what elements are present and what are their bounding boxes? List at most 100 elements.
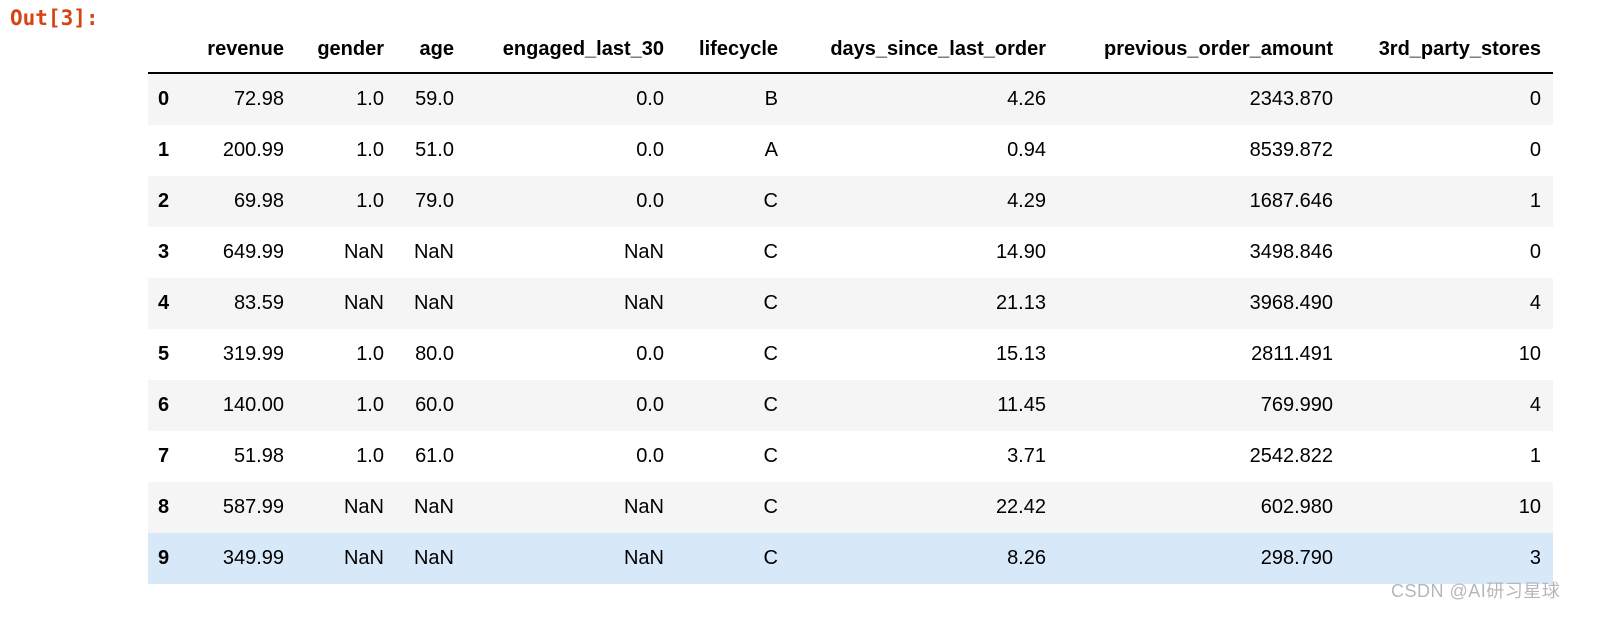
- cell-lifecycle: A: [764, 139, 778, 161]
- cell-age: 51.0: [415, 139, 454, 161]
- cell-days_since_last_order: 8.26: [1007, 547, 1046, 569]
- column-header-engaged-last-30: engaged_last_30: [466, 28, 676, 74]
- cell-age: NaN: [413, 496, 454, 518]
- table-row: 0 72.98 1.0 59.0 0.0 B 4.26 2343.870 0: [148, 73, 1553, 125]
- cell-gender: NaN: [343, 547, 384, 569]
- column-header-previous-order-amount: previous_order_amount: [1058, 28, 1345, 74]
- row-index: 8: [158, 496, 170, 518]
- cell-days_since_last_order: 15.13: [995, 343, 1046, 365]
- row-index: 3: [158, 241, 170, 263]
- cell-days_since_last_order: 3.71: [1007, 445, 1046, 467]
- table-row: 9 349.99 NaN NaN NaN C 8.26 298.790 3: [148, 533, 1553, 584]
- column-header-age: age: [396, 28, 466, 74]
- cell-revenue: 200.99: [222, 139, 284, 161]
- cell-3rd_party_stores: 10: [1518, 496, 1541, 518]
- column-header-3rd-party-stores: 3rd_party_stores: [1345, 28, 1553, 74]
- column-header-days-since-last-order: days_since_last_order: [790, 28, 1058, 74]
- cell-lifecycle: B: [764, 88, 778, 110]
- cell-engaged_last_30: 0.0: [636, 445, 664, 467]
- table-row: 1 200.99 1.0 51.0 0.0 A 0.94 8539.872 0: [148, 125, 1553, 176]
- row-index: 6: [158, 394, 170, 416]
- column-header-revenue: revenue: [192, 28, 296, 74]
- cell-lifecycle: C: [763, 496, 778, 518]
- cell-revenue: 649.99: [222, 241, 284, 263]
- dataframe-table: revenue gender age engaged_last_30 lifec…: [148, 28, 1553, 584]
- cell-revenue: 140.00: [222, 394, 284, 416]
- cell-previous_order_amount: 8539.872: [1249, 139, 1333, 161]
- cell-lifecycle: C: [763, 190, 778, 212]
- cell-lifecycle: C: [763, 445, 778, 467]
- table-row: 4 83.59 NaN NaN NaN C 21.13 3968.490 4: [148, 278, 1553, 329]
- header-row: revenue gender age engaged_last_30 lifec…: [148, 28, 1553, 74]
- cell-gender: NaN: [343, 292, 384, 314]
- cell-days_since_last_order: 4.29: [1007, 190, 1046, 212]
- row-index: 4: [158, 292, 170, 314]
- cell-engaged_last_30: 0.0: [636, 190, 664, 212]
- cell-revenue: 51.98: [233, 445, 284, 467]
- cell-revenue: 83.59: [233, 292, 284, 314]
- cell-lifecycle: C: [763, 241, 778, 263]
- row-index: 7: [158, 445, 170, 467]
- cell-age: 59.0: [415, 88, 454, 110]
- cell-gender: 1.0: [356, 394, 384, 416]
- cell-previous_order_amount: 1687.646: [1249, 190, 1333, 212]
- cell-engaged_last_30: 0.0: [636, 139, 664, 161]
- cell-previous_order_amount: 2811.491: [1251, 343, 1333, 365]
- cell-days_since_last_order: 11.45: [997, 394, 1046, 416]
- cell-lifecycle: C: [763, 343, 778, 365]
- cell-days_since_last_order: 14.90: [995, 241, 1046, 263]
- cell-previous_order_amount: 769.990: [1260, 394, 1333, 416]
- cell-age: 61.0: [415, 445, 454, 467]
- table-header: revenue gender age engaged_last_30 lifec…: [148, 28, 1553, 74]
- cell-3rd_party_stores: 1: [1529, 190, 1541, 212]
- cell-revenue: 69.98: [233, 190, 284, 212]
- table-row: 3 649.99 NaN NaN NaN C 14.90 3498.846 0: [148, 227, 1553, 278]
- cell-revenue: 587.99: [222, 496, 284, 518]
- row-index: 0: [158, 88, 170, 110]
- column-header-lifecycle: lifecycle: [676, 28, 790, 74]
- cell-3rd_party_stores: 4: [1529, 292, 1541, 314]
- cell-gender: NaN: [343, 241, 384, 263]
- cell-previous_order_amount: 3968.490: [1249, 292, 1333, 314]
- cell-age: NaN: [413, 292, 454, 314]
- table-row: 2 69.98 1.0 79.0 0.0 C 4.29 1687.646 1: [148, 176, 1553, 227]
- cell-3rd_party_stores: 4: [1529, 394, 1541, 416]
- cell-days_since_last_order: 0.94: [1007, 139, 1046, 161]
- row-index: 9: [158, 547, 170, 569]
- index-column-header: [148, 28, 192, 74]
- cell-previous_order_amount: 602.980: [1260, 496, 1333, 518]
- watermark: CSDN @AI研习星球: [1391, 581, 1561, 601]
- table-row: 8 587.99 NaN NaN NaN C 22.42 602.980 10: [148, 482, 1553, 533]
- cell-previous_order_amount: 2542.822: [1249, 445, 1333, 467]
- column-header-gender: gender: [296, 28, 396, 74]
- dataframe-output: revenue gender age engaged_last_30 lifec…: [148, 28, 1553, 584]
- row-index: 5: [158, 343, 170, 365]
- table-row: 7 51.98 1.0 61.0 0.0 C 3.71 2542.822 1: [148, 431, 1553, 482]
- cell-lifecycle: C: [763, 547, 778, 569]
- cell-gender: 1.0: [356, 343, 384, 365]
- cell-3rd_party_stores: 10: [1518, 343, 1541, 365]
- table-row: 5 319.99 1.0 80.0 0.0 C 15.13 2811.491 10: [148, 329, 1553, 380]
- output-prompt: Out[3]:: [10, 6, 99, 30]
- cell-gender: 1.0: [356, 445, 384, 467]
- cell-previous_order_amount: 298.790: [1260, 547, 1333, 569]
- table-row: 6 140.00 1.0 60.0 0.0 C 11.45 769.990 4: [148, 380, 1553, 431]
- row-index: 1: [158, 139, 170, 161]
- cell-age: 80.0: [415, 343, 454, 365]
- cell-days_since_last_order: 22.42: [995, 496, 1046, 518]
- table-body: 0 72.98 1.0 59.0 0.0 B 4.26 2343.870 0 1 200.99 1.0…: [148, 73, 1553, 584]
- cell-engaged_last_30: 0.0: [636, 394, 664, 416]
- cell-engaged_last_30: NaN: [623, 547, 664, 569]
- cell-age: 60.0: [415, 394, 454, 416]
- cell-previous_order_amount: 2343.870: [1249, 88, 1333, 110]
- cell-engaged_last_30: NaN: [623, 496, 664, 518]
- cell-3rd_party_stores: 0: [1529, 241, 1541, 263]
- cell-engaged_last_30: NaN: [623, 241, 664, 263]
- cell-lifecycle: C: [763, 394, 778, 416]
- cell-age: 79.0: [415, 190, 454, 212]
- cell-age: NaN: [413, 241, 454, 263]
- cell-gender: 1.0: [356, 139, 384, 161]
- cell-engaged_last_30: 0.0: [636, 343, 664, 365]
- cell-previous_order_amount: 3498.846: [1249, 241, 1333, 263]
- cell-3rd_party_stores: 0: [1529, 88, 1541, 110]
